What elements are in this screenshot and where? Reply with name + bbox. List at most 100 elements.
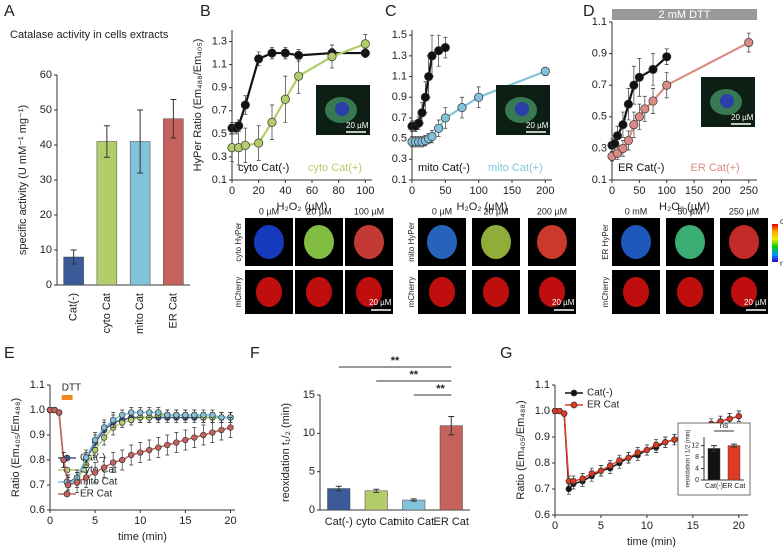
legend-label: Cat(-) — [80, 453, 106, 464]
y-tick-label: 0.7 — [30, 479, 45, 491]
x-tick-label: 200 — [712, 185, 730, 197]
y-tick-label: 0.6 — [535, 509, 550, 521]
y-tick-label: 0.1 — [392, 174, 407, 186]
micrograph-cell — [354, 225, 384, 259]
y-tick-label: 0.7 — [592, 79, 607, 91]
legend-label: Cat(-) — [587, 388, 613, 399]
micrograph-column-label: 250 µM — [729, 206, 759, 216]
y-tick-label: 0 — [309, 504, 315, 516]
marker — [648, 96, 658, 106]
marker — [91, 469, 99, 476]
x-tick-label: mito Cat — [134, 293, 146, 334]
marker — [623, 99, 633, 109]
marker — [427, 132, 437, 142]
x-tick-label: cyto Cat — [101, 293, 113, 333]
marker — [420, 92, 430, 102]
marker — [610, 139, 620, 149]
scale-bar-label: 20 µM — [552, 298, 575, 307]
x-axis-label: H₂O₂ (µM) — [457, 201, 508, 213]
marker — [110, 416, 117, 424]
chart-title: Catalase activity in cells extracts — [10, 29, 169, 41]
bar — [163, 118, 184, 286]
x-tick-label: 150 — [685, 185, 703, 197]
bar — [439, 425, 463, 511]
x-tick-label: ER Cat — [723, 483, 746, 490]
marker — [565, 485, 572, 493]
panel-label: B — [200, 3, 211, 20]
micrograph-column-label: 20 µM — [306, 206, 331, 216]
x-tick-label: 50 — [633, 185, 645, 197]
y-tick-label: 0.9 — [212, 82, 227, 94]
panel-label: G — [500, 345, 512, 362]
y-axis-label: Ratio (Em₄₀₅/Em₄₈₈) — [10, 398, 22, 497]
x-tick-label: mito Cat — [393, 516, 434, 528]
micrograph-cell — [729, 225, 759, 259]
legend-marker — [570, 401, 578, 409]
marker — [82, 474, 90, 481]
marker — [634, 72, 644, 82]
y-axis-label: reoxidation t₁/₂ (min) — [280, 403, 292, 502]
x-tick-label: 250 — [740, 185, 758, 197]
marker — [629, 120, 639, 130]
marker — [606, 462, 614, 469]
y-axis-label: specific activity (U mM⁻¹ mg⁻¹) — [17, 105, 29, 255]
micrograph-column-label: 20 µM — [483, 206, 508, 216]
micrograph-cell — [256, 277, 282, 307]
marker — [417, 108, 427, 118]
marker — [662, 52, 672, 62]
panel-label: F — [250, 345, 260, 362]
y-tick-label: 50 — [40, 104, 52, 116]
y-tick-label: 8 — [695, 454, 699, 461]
x-axis-label: time (min) — [627, 536, 676, 547]
x-tick-label: cyto Cat — [356, 516, 396, 528]
x-tick-label: 15 — [179, 515, 191, 527]
micrograph-cell — [537, 225, 567, 259]
y-tick-label: 0.1 — [212, 174, 227, 186]
marker — [440, 113, 450, 123]
x-tick-label: 20 — [733, 520, 745, 532]
micrograph-column-label: 50 µM — [677, 206, 702, 216]
y-tick-label: 1.1 — [592, 16, 607, 28]
micrograph-row-label: ER HyPer — [601, 224, 610, 260]
y-tick-label: 0 — [695, 477, 699, 484]
marker — [173, 411, 180, 419]
marker — [254, 138, 264, 148]
micrograph-cell — [306, 277, 332, 307]
marker — [155, 444, 162, 451]
marker — [119, 419, 126, 426]
marker — [137, 409, 144, 416]
bar — [707, 448, 721, 481]
marker — [414, 118, 424, 128]
legend-label: mito Cat(-) — [418, 162, 470, 174]
micrograph-cell — [677, 277, 703, 307]
marker — [240, 140, 250, 150]
y-tick-label: 0.8 — [30, 454, 45, 466]
y-tick-label: 0.3 — [592, 142, 607, 154]
marker — [294, 50, 304, 60]
error-bar — [448, 415, 455, 436]
micrograph-cell — [427, 225, 457, 259]
marker — [267, 117, 277, 127]
marker — [474, 92, 484, 102]
y-tick-label: 0.8 — [535, 457, 550, 469]
inset-nucleus — [720, 94, 734, 108]
panel-label: C — [385, 3, 397, 20]
marker — [227, 424, 234, 431]
marker — [128, 409, 135, 416]
marker — [652, 441, 660, 448]
x-tick-label: 15 — [687, 520, 699, 532]
x-tick-label: ER Cat — [434, 516, 469, 528]
marker — [209, 429, 216, 436]
micrograph-cell — [429, 277, 455, 307]
micrograph-cell — [356, 277, 382, 307]
marker — [744, 37, 754, 48]
marker — [182, 411, 189, 419]
marker — [191, 411, 198, 419]
marker — [267, 48, 277, 58]
significance-label: ns — [720, 421, 728, 430]
inset-nucleus — [335, 102, 349, 116]
marker — [137, 449, 144, 456]
micrograph-cell — [481, 225, 511, 259]
colorbar-label: ox — [780, 217, 783, 226]
